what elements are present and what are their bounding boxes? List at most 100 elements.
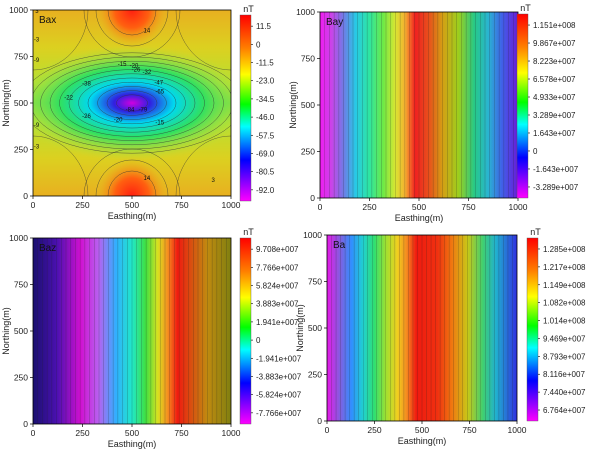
colorbar-tick-label: -1.941e+007 — [256, 354, 302, 363]
contour-label: -15 — [155, 120, 164, 126]
colorbar-tick-label: 6.764e+007 — [543, 406, 586, 415]
contour-label: 3 — [212, 178, 216, 184]
chart-panel-bax: 3-3-914-15 -20-26 -32-38-22-47-65-84 -79-26… — [1, 4, 275, 221]
colorbar-tick-label: 7.766e+007 — [256, 263, 299, 272]
y-tick-label: 0 — [317, 416, 322, 426]
contour-line — [33, 52, 231, 154]
x-tick-label: 1000 — [509, 202, 528, 212]
colorbar-tick-label: 4.933e+007 — [533, 93, 576, 102]
panel-label: Baz — [39, 243, 56, 254]
colorbar-tick-label: -11.5 — [256, 59, 274, 68]
colorbar-tick-label: 8.223e+007 — [533, 57, 576, 66]
contour-label: 14 — [144, 28, 151, 34]
y-tick-label: 1000 — [9, 5, 28, 15]
colorbar-tick-label: 5.824e+007 — [256, 282, 299, 291]
x-tick-label: 500 — [125, 200, 139, 210]
y-tick-label: 0 — [23, 419, 28, 429]
x-tick-label: 0 — [31, 200, 36, 210]
y-tick-label: 0 — [23, 191, 28, 201]
colorbar-tick-label: 3.289e+007 — [533, 111, 576, 120]
contour-line — [68, 73, 196, 133]
contour-line — [83, 148, 181, 196]
colorbar-tick-label: -69.0 — [256, 149, 275, 158]
x-tick-label: 750 — [461, 202, 475, 212]
contour-line — [59, 69, 205, 137]
colorbar-tick-label: 1.217e+008 — [543, 263, 586, 272]
panel-label: Bay — [326, 17, 343, 28]
colorbar-tick-label: 0 — [533, 147, 538, 156]
y-axis-label: Northing(m) — [1, 307, 11, 355]
contour-line — [116, 94, 148, 112]
x-tick-label: 250 — [367, 425, 381, 435]
x-axis-label: Easthing(m) — [395, 213, 444, 223]
colorbar-tick-label: -3.289e+007 — [533, 183, 579, 192]
colorbar-tick-label: -7.766e+007 — [256, 409, 302, 418]
x-tick-label: 500 — [412, 202, 426, 212]
colorbar — [516, 13, 529, 199]
colorbar-tick-label: 8.793e+007 — [543, 352, 586, 361]
x-tick-label: 750 — [174, 200, 188, 210]
x-tick-label: 750 — [174, 428, 188, 438]
heatmap-high-south — [94, 156, 170, 196]
panel-label: Bax — [39, 15, 56, 26]
colorbar-tick-label: 1.643e+007 — [533, 129, 576, 138]
y-tick-label: 0 — [310, 193, 315, 203]
panel-label: Ba — [333, 240, 346, 251]
x-axis-label: Easthing(m) — [398, 436, 447, 446]
colorbar — [239, 237, 252, 425]
colorbar-tick-label: -92.0 — [256, 186, 275, 195]
contour-label: -32 — [143, 70, 152, 76]
x-tick-label: 750 — [462, 425, 476, 435]
colorbar-tick-label: -1.643e+007 — [533, 165, 579, 174]
contour-line — [95, 10, 169, 47]
y-tick-label: 250 — [308, 370, 322, 380]
chart-panel-ba: Ba 0 250 500 750 1000 Easthing(m) 1000 750 500 250… — [295, 227, 586, 446]
y-tick-label: 750 — [308, 277, 322, 287]
y-tick-label: 750 — [14, 280, 28, 290]
colorbar-tick-label: 8.116e+007 — [543, 370, 585, 379]
x-tick-label: 1000 — [222, 200, 241, 210]
contour-label: -9 — [34, 123, 40, 129]
colorbar-unit: nT — [520, 3, 531, 13]
x-tick-label: 0 — [325, 425, 330, 435]
contour-label: -20 — [130, 64, 139, 70]
colorbar-tick-label: 1.285e+008 — [543, 245, 586, 254]
chart-panel-baz: Baz 0 250 500 750 1000 Easthing(m) 1000 750 500 25… — [1, 227, 302, 449]
heatmap-low-center — [33, 45, 231, 161]
contour-line — [106, 90, 158, 116]
contour-label: 3 — [35, 9, 39, 15]
x-tick-label: 250 — [75, 428, 89, 438]
contour-label: -22 — [64, 95, 73, 101]
colorbar-tick-label: 1.082e+008 — [543, 299, 586, 308]
colorbar-tick-label: 9.867e+007 — [533, 39, 576, 48]
y-tick-label: 250 — [14, 373, 28, 383]
colorbar-tick-label: 9.469e+007 — [543, 334, 586, 343]
contour-line — [87, 81, 177, 125]
colorbar-tick-label: -23.0 — [256, 77, 275, 86]
colorbar-tick-label: 9.708e+007 — [256, 245, 299, 254]
contour-label: -3 — [34, 145, 40, 151]
colorbar-tick-label: -34.5 — [256, 95, 275, 104]
x-tick-label: 500 — [125, 428, 139, 438]
y-tick-label: 250 — [14, 145, 28, 155]
y-axis-label: Northing(m) — [1, 79, 11, 127]
contour-label: -47 — [154, 80, 163, 86]
contour-label: -84 — [126, 107, 135, 113]
x-tick-label: 1000 — [222, 428, 241, 438]
y-tick-label: 1000 — [296, 7, 315, 17]
y-tick-label: 500 — [308, 323, 322, 333]
y-axis-label: Northing(m) — [295, 304, 305, 352]
chart-panel-bay: Bay 0 250 500 750 1000 Easthing(m) 1000 750 500 25… — [288, 3, 579, 223]
contour-label: -79 — [139, 107, 148, 113]
colorbar-tick-label: 1.149e+008 — [543, 281, 586, 290]
heatmap-high-north — [94, 10, 170, 50]
contour-line — [107, 170, 157, 196]
contour-label: -15 — [118, 62, 127, 68]
colorbar-tick-label: 0 — [256, 40, 261, 49]
x-tick-label: 0 — [318, 202, 323, 212]
heatmap-field: 3-3-914-15 -20-26 -32-38-22-47-65-84 -79-26… — [33, 9, 231, 196]
y-tick-label: 1000 — [303, 230, 322, 240]
colorbar-tick-label: -80.5 — [256, 168, 275, 177]
x-tick-label: 250 — [75, 200, 89, 210]
